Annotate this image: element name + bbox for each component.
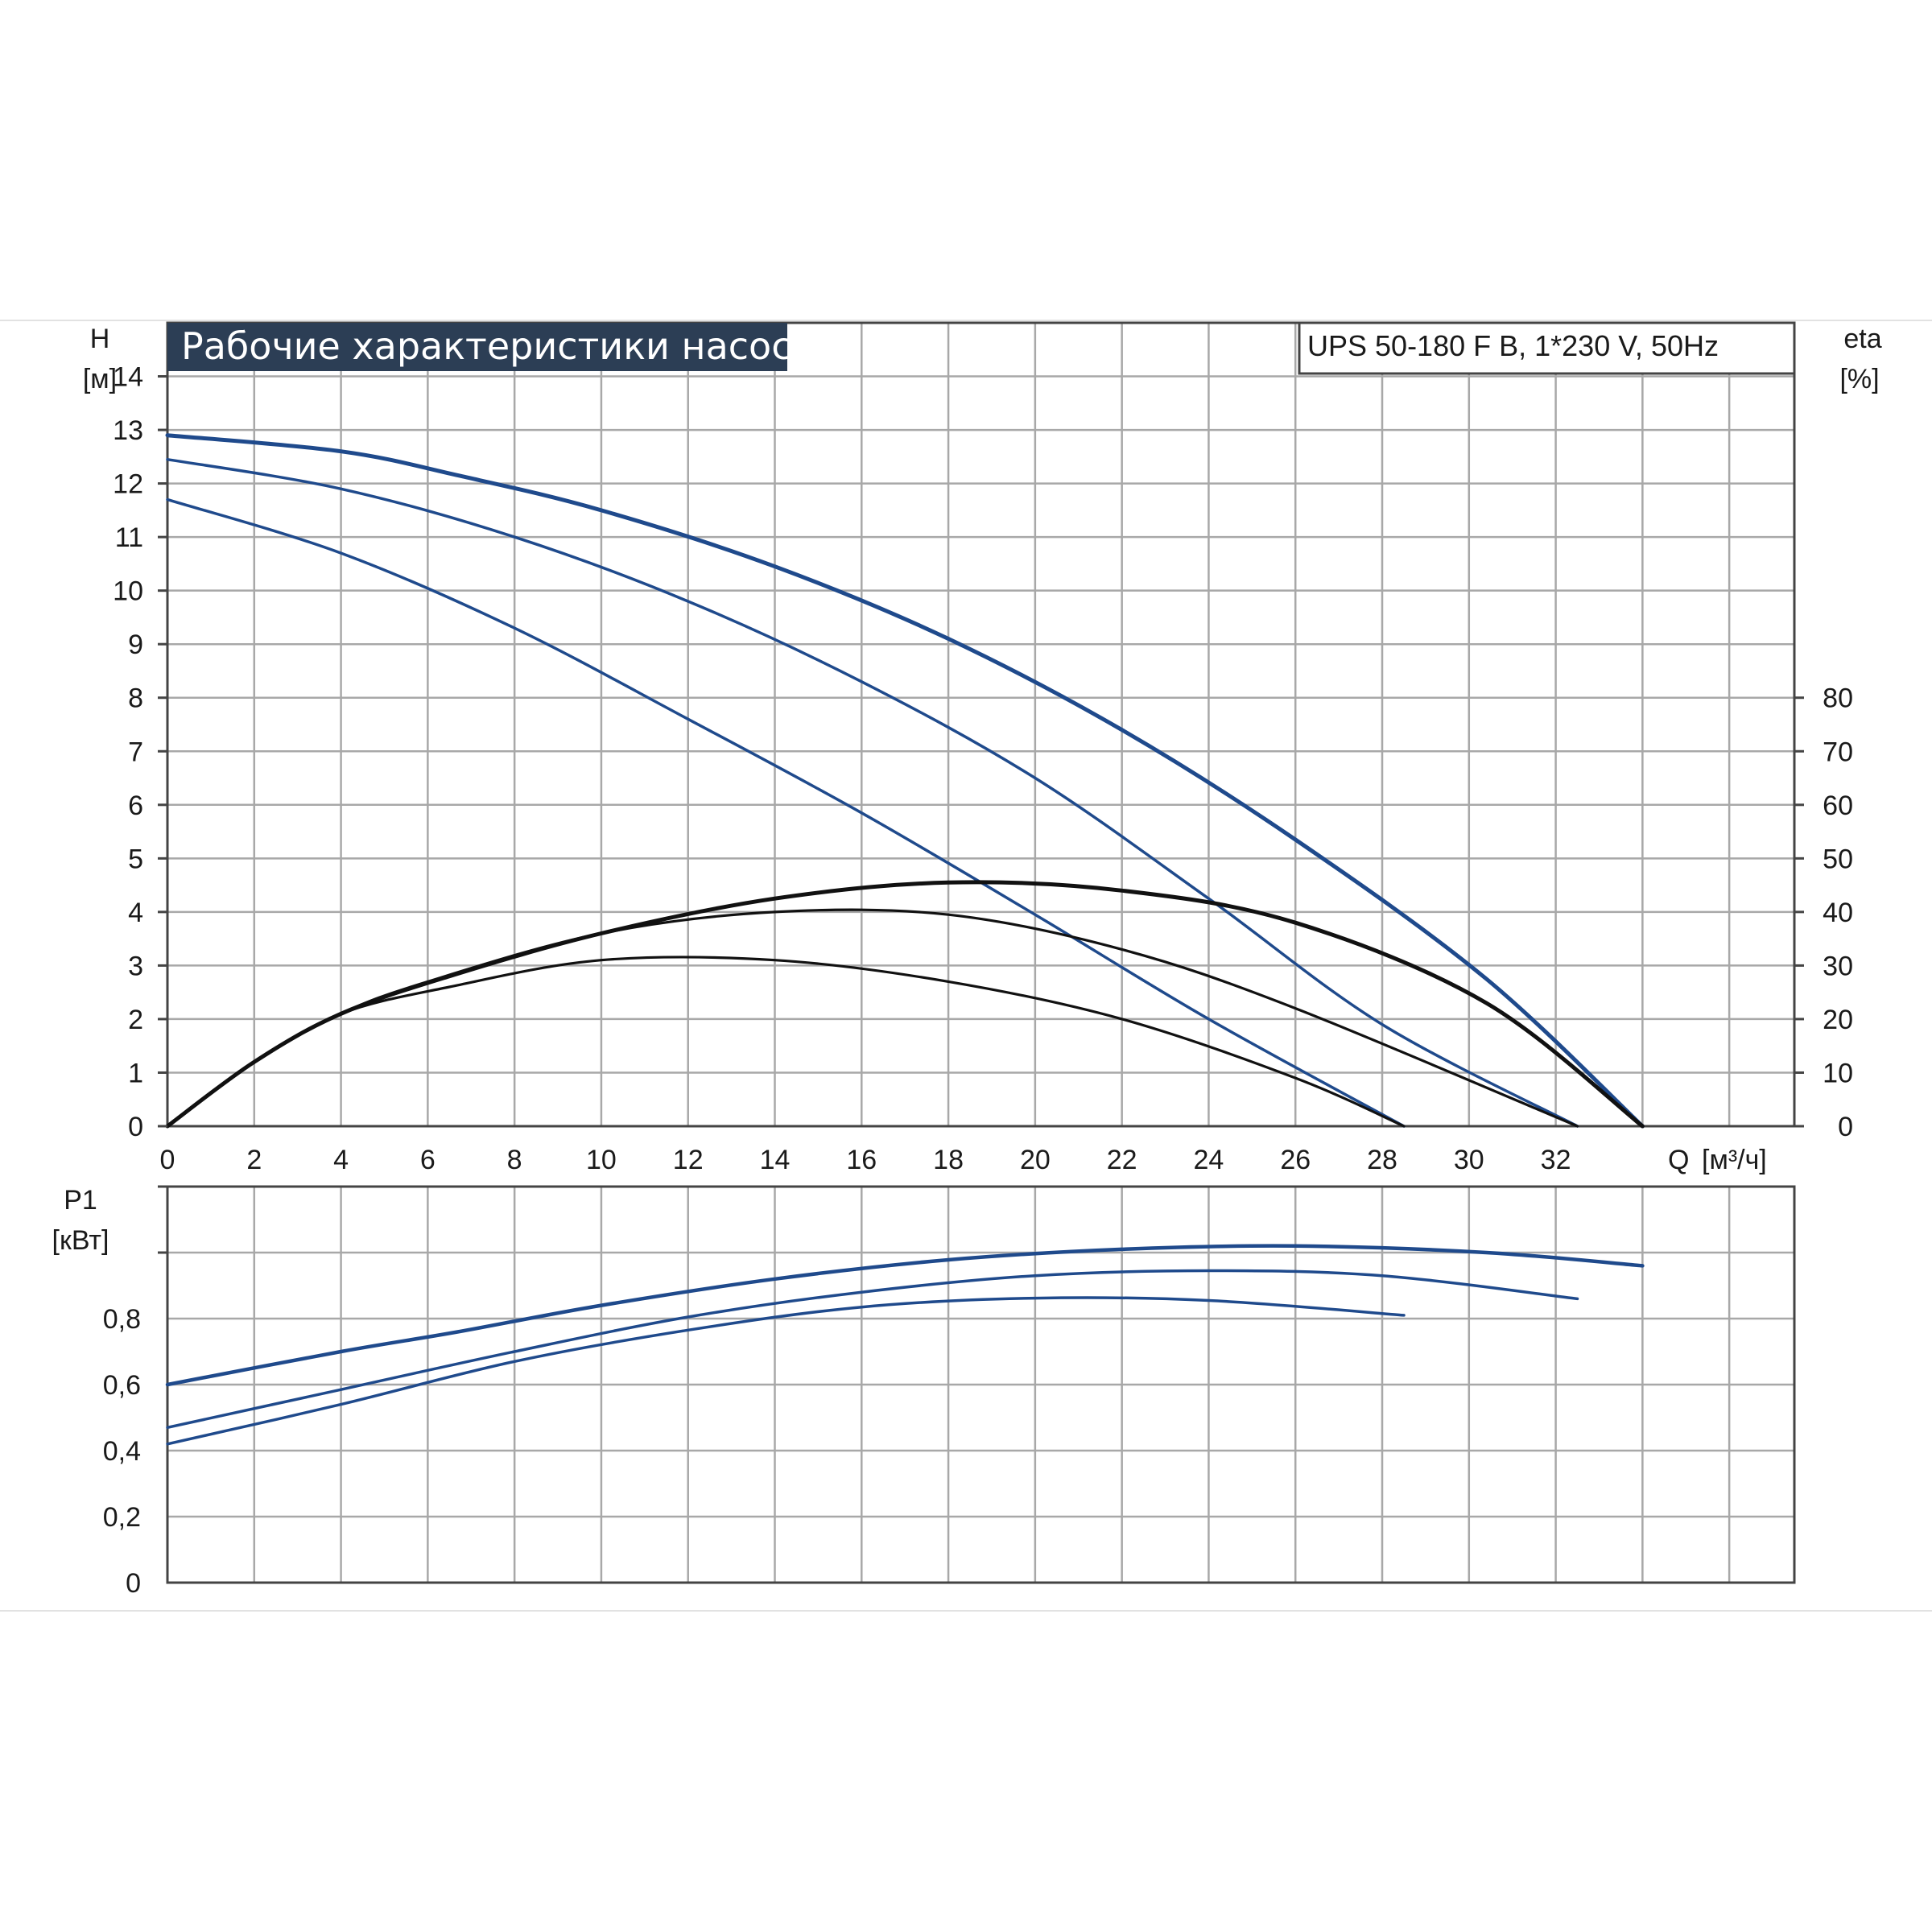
power-tick-label: 0,2 [103, 1502, 141, 1533]
y-tick-label: 3 [128, 951, 143, 981]
y2-tick-label: 0 [1838, 1112, 1853, 1142]
head-speed-3-curve [165, 433, 1645, 1129]
y2-tick-label: 20 [1823, 1005, 1853, 1035]
x-tick-label: 10 [586, 1145, 617, 1175]
y2-tick-label: 30 [1823, 951, 1853, 981]
x-tick-label: 0 [160, 1145, 175, 1175]
y2-axis-unit: [%] [1839, 364, 1879, 394]
eta-speed-3-curve [165, 880, 1645, 1129]
head-chart-grid [166, 323, 1794, 1128]
y-tick-label: 14 [113, 362, 143, 393]
y-tick-label: 0 [128, 1112, 143, 1142]
x-tick-label: 2 [246, 1145, 262, 1175]
x-tick-label: 20 [1020, 1145, 1051, 1175]
y2-tick-label: 50 [1823, 844, 1853, 874]
p1-speed-3-curve [165, 1244, 1645, 1387]
x-tick-label: 24 [1194, 1145, 1224, 1175]
head-speed-2-curve [166, 457, 1579, 1128]
x-axis-unit: [м³/ч] [1702, 1145, 1767, 1175]
y-tick-label: 9 [128, 630, 143, 660]
x-tick-label: 28 [1367, 1145, 1397, 1175]
chart-title-band [167, 323, 787, 371]
power-tick-label: 0,4 [103, 1436, 141, 1467]
y2-tick-label: 70 [1823, 737, 1853, 767]
x-tick-label: 32 [1541, 1145, 1571, 1175]
power-chart-ticks: 0 0,2 0,4 0,6 0,8 [103, 1185, 167, 1599]
head-chart-frame [166, 321, 1796, 1128]
x-axis-label: Q [1668, 1145, 1689, 1175]
y-tick-label: 12 [113, 469, 143, 500]
x-tick-label: 8 [507, 1145, 522, 1175]
y-tick-label: 8 [128, 683, 143, 714]
eta-speed-1-curve [166, 956, 1406, 1128]
y-tick-label: 7 [128, 737, 143, 767]
head-speed-1-curve [166, 497, 1406, 1128]
x-tick-label: 14 [760, 1145, 791, 1175]
power-axis-label: P1 [64, 1185, 97, 1216]
y2-axis-label: eta [1843, 324, 1881, 354]
x-tick-label: 22 [1107, 1145, 1137, 1175]
y-tick-label: 2 [128, 1005, 143, 1035]
p1-speed-2-curve [166, 1269, 1579, 1430]
y-tick-label: 5 [128, 844, 143, 874]
x-tick-label: 26 [1280, 1145, 1311, 1175]
x-tick-label: 30 [1454, 1145, 1484, 1175]
model-label: UPS 50-180 F B, 1*230 V, 50Hz [1307, 329, 1719, 362]
power-chart-grid [166, 1187, 1794, 1584]
x-tick-label: 16 [846, 1145, 877, 1175]
y-tick-label: 10 [113, 576, 143, 607]
y-tick-label: 1 [128, 1058, 143, 1088]
power-chart: 0 0,2 0,4 0,6 0,8 P1 [кВт] [52, 1185, 1796, 1599]
p1-speed-1-curve [166, 1296, 1406, 1446]
model-label-box [1298, 321, 1796, 375]
power-axis-unit: [кВт] [52, 1225, 109, 1256]
power-tick-label: 0 [126, 1568, 141, 1599]
x-tick-label: 18 [933, 1145, 964, 1175]
y-tick-label: 6 [128, 791, 143, 821]
chart-title: Рабочие характеристики насоса [181, 324, 815, 368]
y2-tick-label: 40 [1823, 898, 1853, 928]
y2-tick-label: 10 [1823, 1058, 1853, 1088]
y2-tick-label: 60 [1823, 791, 1853, 821]
head-chart-curves [165, 433, 1645, 1129]
power-chart-curves [165, 1244, 1645, 1446]
y-axis-label: H [90, 324, 110, 354]
y-tick-label: 13 [113, 415, 143, 446]
eta-speed-2-curve [166, 908, 1579, 1128]
x-tick-label: 6 [420, 1145, 436, 1175]
y2-tick-label: 80 [1823, 683, 1853, 714]
y-axis-unit: [м] [83, 364, 117, 394]
x-tick-label: 4 [333, 1145, 349, 1175]
x-tick-label: 12 [673, 1145, 704, 1175]
y-tick-label: 4 [128, 898, 143, 928]
power-tick-label: 0,6 [103, 1370, 141, 1401]
power-tick-label: 0,8 [103, 1304, 141, 1335]
y-tick-label: 11 [115, 522, 143, 553]
